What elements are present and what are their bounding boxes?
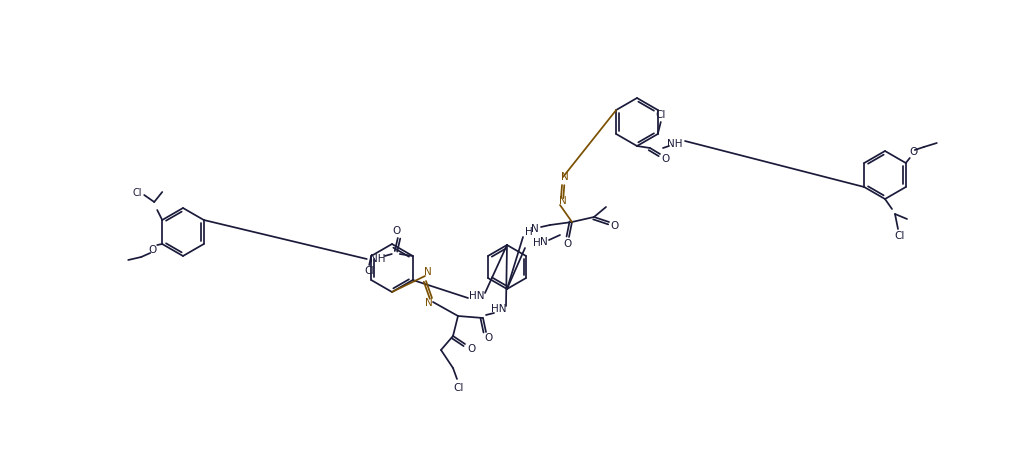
- Text: N: N: [540, 237, 548, 247]
- Text: O: O: [661, 154, 669, 164]
- Text: N: N: [425, 298, 433, 308]
- Text: N: N: [560, 196, 567, 206]
- Text: O: O: [148, 245, 156, 255]
- Text: O: O: [910, 147, 918, 157]
- Text: N: N: [531, 224, 539, 234]
- Text: Cl: Cl: [133, 188, 142, 198]
- Text: N: N: [562, 172, 569, 182]
- Text: O: O: [610, 221, 618, 231]
- Text: O: O: [393, 226, 401, 236]
- Text: HN: HN: [470, 291, 485, 301]
- Text: N: N: [424, 267, 432, 277]
- Text: Cl: Cl: [655, 110, 666, 120]
- Text: O: O: [467, 344, 475, 354]
- Text: H: H: [525, 227, 533, 237]
- Text: NH: NH: [668, 139, 683, 149]
- Text: Cl: Cl: [364, 266, 375, 276]
- Text: Cl: Cl: [894, 231, 906, 241]
- Text: H: H: [533, 238, 541, 248]
- Text: Cl: Cl: [453, 383, 465, 393]
- Text: NH: NH: [370, 254, 386, 264]
- Text: O: O: [563, 239, 571, 249]
- Text: O: O: [484, 333, 492, 343]
- Text: HN: HN: [491, 304, 506, 314]
